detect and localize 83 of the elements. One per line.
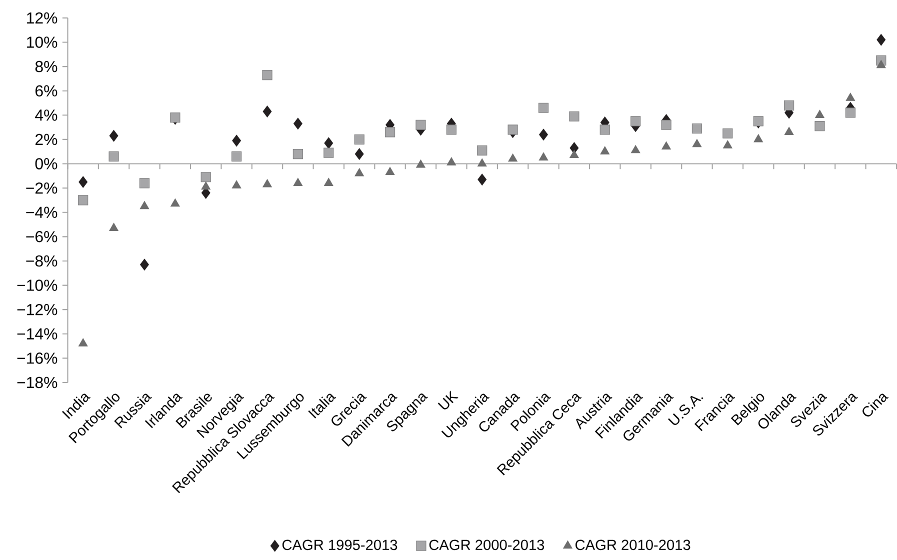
point (384, 127, 396, 138)
y-tick-label: 4% (35, 110, 58, 121)
point (262, 70, 272, 80)
point (446, 157, 456, 166)
point (784, 126, 794, 136)
point (170, 198, 180, 207)
point (446, 124, 456, 135)
point (846, 92, 856, 102)
point (630, 116, 641, 126)
point (477, 158, 487, 167)
y-tick-label: −6% (26, 231, 58, 242)
point (139, 178, 150, 188)
point (662, 142, 671, 150)
point (692, 124, 702, 134)
point (845, 108, 856, 118)
point (600, 146, 610, 154)
legend-label: CAGR 2000-2013 (429, 540, 544, 550)
point (324, 148, 334, 158)
point (478, 174, 487, 186)
point (385, 167, 395, 176)
point (354, 148, 364, 160)
point (232, 152, 242, 162)
point (78, 195, 88, 206)
x-tick-label: Cina (862, 394, 889, 417)
point (508, 154, 518, 162)
point (600, 124, 610, 135)
point (324, 178, 334, 186)
y-tick-label: −14% (17, 328, 58, 340)
point (661, 120, 672, 130)
point (753, 116, 764, 126)
point (262, 179, 272, 188)
point (722, 128, 733, 139)
y-tick-label: −12% (17, 304, 58, 316)
point (232, 180, 242, 189)
point (569, 111, 580, 122)
point (416, 160, 426, 168)
point (293, 178, 303, 186)
point (140, 201, 150, 210)
point (108, 152, 119, 162)
y-tick-label: −18% (17, 376, 58, 388)
point (630, 145, 640, 154)
y-tick-label: 0% (35, 158, 58, 170)
y-tick-label: −4% (26, 206, 58, 218)
point (232, 134, 242, 147)
point (354, 168, 364, 176)
point (292, 149, 303, 160)
point (294, 118, 302, 130)
y-tick-label: 6% (36, 85, 58, 97)
point (876, 60, 886, 68)
point (78, 338, 88, 346)
point (109, 222, 118, 232)
point (201, 182, 210, 190)
point (538, 152, 548, 161)
point (354, 134, 364, 145)
legend-label: CAGR 1995-2013 (282, 540, 398, 550)
y-tick-label: −10% (17, 280, 58, 292)
point (416, 120, 426, 130)
point (814, 121, 825, 132)
point (538, 102, 549, 113)
point (692, 139, 702, 148)
y-tick-label: 12% (27, 12, 58, 24)
point (508, 124, 518, 135)
y-tick-label: −8% (26, 255, 58, 267)
point (78, 176, 88, 188)
y-tick-label: 8% (35, 61, 58, 72)
y-tick-label: −16% (17, 352, 58, 364)
point (477, 145, 488, 156)
y-tick-label: 2% (35, 134, 58, 146)
point (815, 110, 824, 118)
point (140, 258, 149, 271)
y-tick-label: 10% (27, 36, 58, 48)
y-tick-label: −2% (26, 182, 58, 194)
point (200, 172, 211, 182)
point (109, 130, 118, 142)
point (539, 128, 548, 141)
point (723, 140, 732, 148)
point (876, 34, 886, 46)
point (754, 134, 763, 142)
legend-label: CAGR 2010-2013 (576, 540, 690, 550)
point (324, 137, 334, 150)
point (262, 106, 272, 118)
point (570, 150, 579, 158)
point (784, 100, 794, 111)
